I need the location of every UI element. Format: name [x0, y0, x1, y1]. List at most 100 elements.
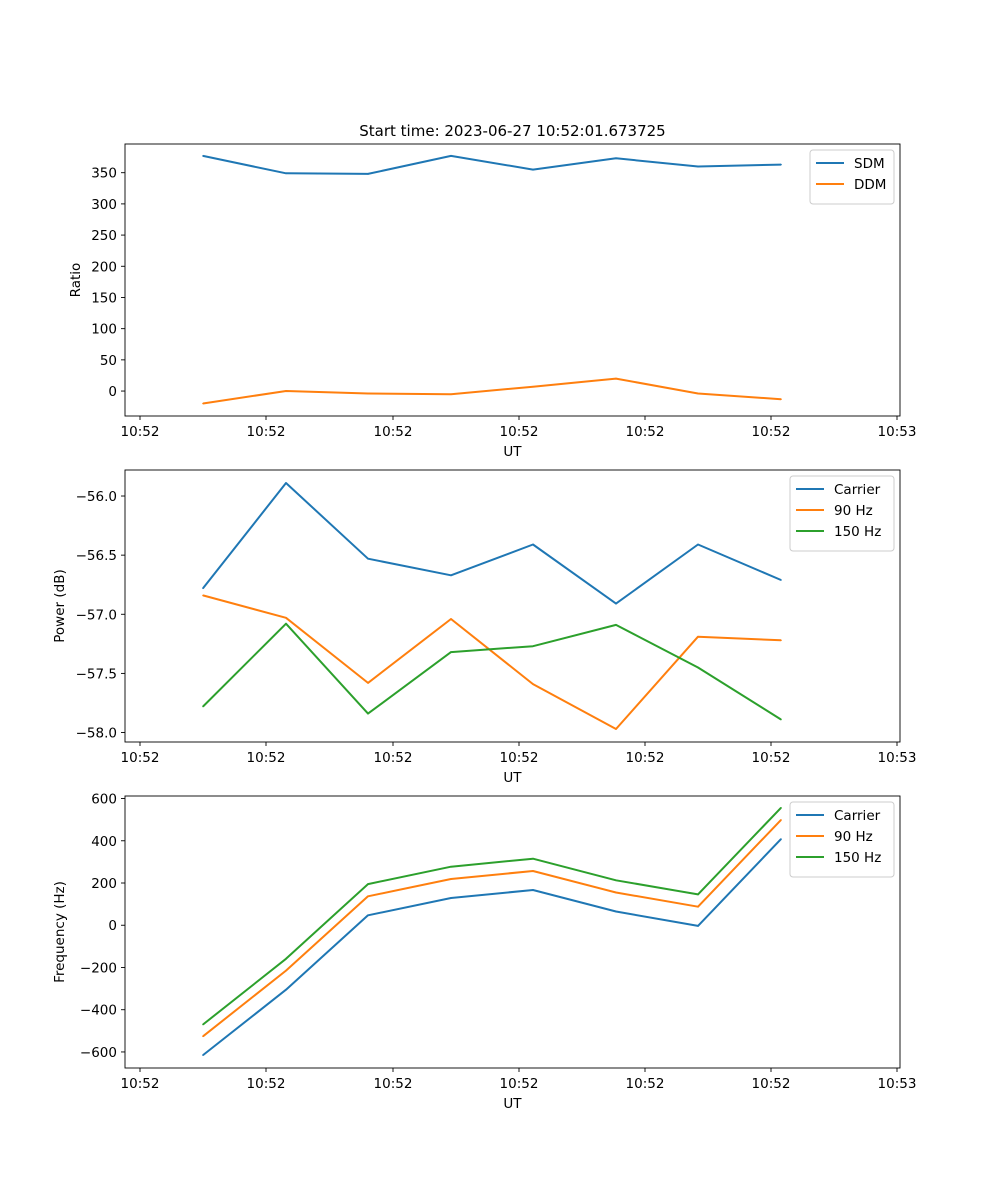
figure-title: Start time: 2023-06-27 10:52:01.673725: [359, 122, 665, 140]
data-point: [697, 543, 699, 546]
series-line-90-hz: [202, 594, 782, 730]
data-point: [780, 579, 782, 581]
x-tick-label: 10:52: [500, 424, 539, 440]
data-point: [697, 165, 699, 168]
data-point: [697, 666, 699, 669]
data-point: [202, 1054, 204, 1056]
data-point: [450, 651, 452, 653]
series-line-90-hz: [202, 819, 782, 1038]
data-point: [202, 1035, 204, 1038]
x-tick-label: 10:52: [626, 424, 665, 440]
data-point: [285, 958, 287, 960]
data-point: [202, 1023, 204, 1026]
x-tick-label: 10:52: [374, 424, 413, 440]
y-tick-label: 0: [108, 918, 117, 934]
data-point: [285, 988, 287, 991]
x-tick-label: 10:52: [752, 750, 791, 766]
data-point: [450, 878, 452, 880]
data-point: [367, 392, 369, 395]
y-tick-label: 0: [108, 384, 117, 400]
data-point: [780, 398, 782, 401]
y-tick-label: 50: [100, 353, 117, 369]
data-point: [532, 543, 534, 546]
data-point: [367, 883, 369, 885]
legend-label: Carrier: [834, 808, 881, 824]
legend: SDM DDM: [809, 149, 895, 205]
data-point: [532, 683, 534, 685]
data-point: [450, 155, 452, 157]
data-point: [285, 172, 287, 175]
legend-label: Carrier: [834, 482, 881, 498]
data-point: [450, 393, 452, 396]
y-tick-label: 600: [91, 792, 117, 808]
data-point: [367, 895, 369, 898]
y-tick-label: −56.0: [76, 489, 117, 505]
legend-label: SDM: [854, 156, 885, 172]
legend-box: [789, 475, 895, 552]
x-tick-label: 10:52: [247, 1076, 286, 1092]
x-tick-label: 10:52: [247, 750, 286, 766]
series-line-carrier: [202, 482, 782, 605]
y-tick-label: 200: [91, 876, 117, 892]
y-tick-label: −56.5: [76, 548, 117, 564]
data-point: [697, 905, 699, 908]
x-tick-label: 10:52: [752, 1076, 791, 1092]
legend-box: [789, 801, 895, 878]
y-tick-label: 150: [91, 290, 117, 306]
chart-panel-1: 10:52 10:52 10:52 10:52 10:52 10:52 10:53 0 50 10…: [68, 143, 917, 460]
y-tick-label: −400: [80, 1003, 117, 1019]
data-point: [450, 865, 452, 868]
x-axis-label: UT: [503, 770, 522, 786]
data-point: [615, 728, 617, 730]
data-point: [450, 618, 452, 620]
series-line-150-hz: [202, 807, 782, 1026]
y-axis-label: Frequency (Hz): [52, 881, 68, 983]
series-line-sdm: [202, 154, 782, 175]
data-point: [532, 168, 534, 171]
chart-panel-3: 10:52 10:52 10:52 10:52 10:52 10:52 10:53 −600 −…: [52, 792, 916, 1112]
data-point: [202, 155, 204, 157]
x-tick-label: 10:52: [374, 750, 413, 766]
x-tick-label: 10:52: [121, 1076, 160, 1092]
data-point: [367, 682, 369, 684]
data-point: [202, 705, 204, 708]
x-tick-label: 10:52: [121, 750, 160, 766]
x-axis-label: UT: [503, 1096, 522, 1112]
data-point: [285, 482, 287, 484]
data-point: [780, 639, 782, 642]
data-point: [697, 893, 699, 896]
y-tick-label: −200: [80, 960, 117, 976]
x-tick-label: 10:53: [878, 1076, 917, 1092]
x-tick-label: 10:52: [752, 424, 791, 440]
data-point: [780, 819, 782, 821]
y-tick-label: 350: [91, 166, 117, 182]
data-point: [532, 645, 534, 647]
legend: Carrier 90 Hz 150 Hz: [789, 475, 895, 552]
x-tick-label: 10:53: [878, 750, 917, 766]
data-point: [367, 557, 369, 560]
data-point: [615, 891, 617, 894]
data-point: [615, 910, 617, 913]
axes-frame: [124, 469, 901, 743]
y-tick-label: −57.0: [76, 607, 117, 623]
data-point: [367, 712, 369, 715]
y-tick-label: −57.5: [76, 666, 117, 682]
x-tick-label: 10:52: [500, 1076, 539, 1092]
legend-label: DDM: [854, 177, 886, 193]
data-point: [780, 807, 782, 809]
chart-panels: 10:52 10:52 10:52 10:52 10:52 10:52 10:53 0 50 10…: [52, 143, 917, 1112]
data-point: [285, 390, 287, 392]
legend-label: 90 Hz: [834, 829, 873, 845]
data-point: [532, 385, 534, 388]
data-point: [532, 857, 534, 860]
data-point: [450, 574, 452, 577]
data-point: [532, 870, 534, 872]
x-tick-label: 10:52: [500, 750, 539, 766]
legend-label: 150 Hz: [834, 524, 881, 540]
data-point: [202, 594, 204, 597]
y-axis-label: Power (dB): [52, 569, 68, 642]
data-point: [367, 914, 369, 917]
x-tick-label: 10:53: [878, 424, 917, 440]
data-point: [450, 897, 452, 899]
